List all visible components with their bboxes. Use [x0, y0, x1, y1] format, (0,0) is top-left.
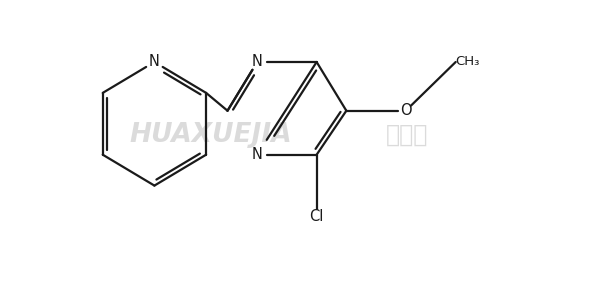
- Text: Cl: Cl: [310, 209, 324, 224]
- Text: HUAXUEJIA: HUAXUEJIA: [130, 122, 292, 148]
- Text: 化学加: 化学加: [386, 123, 428, 147]
- Text: N: N: [149, 54, 160, 69]
- Text: N: N: [252, 147, 263, 162]
- Text: CH₃: CH₃: [455, 56, 480, 69]
- Text: O: O: [400, 103, 412, 118]
- Text: N: N: [252, 54, 263, 69]
